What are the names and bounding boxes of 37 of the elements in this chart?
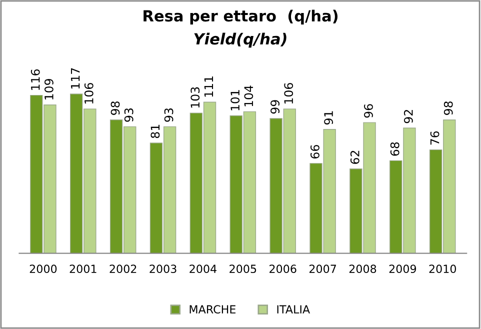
data-label: 98	[110, 101, 120, 115]
legend-label: MARCHE	[190, 305, 236, 314]
x-tick-label: 2006	[270, 264, 296, 274]
data-label: 93	[164, 108, 174, 122]
data-label: 81	[150, 124, 160, 138]
chart-title: Resa per ettaro (q/ha)	[144, 10, 338, 25]
data-label: 68	[390, 142, 400, 156]
data-label: 106	[84, 82, 94, 104]
x-tick-label: 2007	[309, 264, 336, 274]
x-tick-label: 2001	[70, 264, 96, 274]
data-label: 103	[190, 87, 200, 108]
data-label: 104	[244, 86, 254, 106]
data-label: 99	[270, 100, 280, 114]
data-label: 66	[310, 144, 320, 158]
data-label: 76	[430, 131, 440, 145]
data-label: 101	[230, 90, 240, 110]
data-label: 93	[124, 108, 134, 122]
data-label: 62	[350, 150, 360, 164]
data-label: 111	[204, 76, 214, 97]
data-label: 109	[44, 78, 54, 100]
chart-subtitle: Yield(q/ha)	[194, 32, 286, 48]
x-tick-label: 2002	[110, 264, 136, 274]
x-tick-label: 2008	[349, 264, 376, 274]
x-tick-label: 2004	[190, 264, 216, 274]
data-label: 98	[444, 101, 453, 115]
x-tick-label: 2009	[389, 264, 416, 274]
data-label: 117	[71, 68, 80, 89]
x-tick-label: 2003	[150, 264, 176, 274]
data-label: 92	[404, 110, 413, 124]
data-label: 91	[324, 111, 333, 124]
data-label: 96	[364, 104, 373, 118]
data-label: 106	[284, 82, 294, 104]
x-tick-label: 2000	[30, 264, 57, 274]
x-tick-label: 2005	[230, 264, 256, 274]
legend-label: ITALIA	[277, 305, 310, 314]
data-label: 116	[30, 69, 40, 90]
x-tick-label: 2010	[429, 264, 456, 274]
